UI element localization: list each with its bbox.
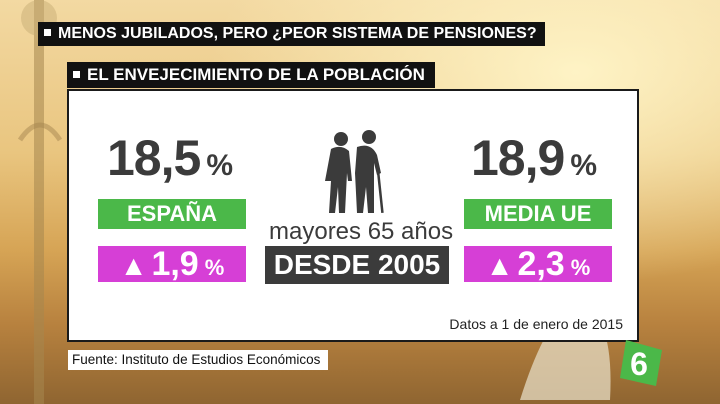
spain-value-unit: %	[206, 149, 234, 182]
triangle-up-icon: ▲	[119, 250, 148, 281]
eu-value: 18,9%	[471, 129, 597, 187]
eu-value-unit: %	[570, 149, 598, 182]
eu-change-badge: ▲ 2,3%	[464, 246, 612, 282]
period-badge: DESDE 2005	[265, 246, 449, 284]
spain-change-unit: %	[204, 255, 225, 280]
source-caption: Fuente: Instituto de Estudios Económicos	[68, 350, 329, 370]
eu-label: MEDIA UE	[484, 201, 592, 226]
eu-value-number: 18,9	[471, 130, 565, 186]
spain-label-badge: ESPAÑA	[98, 199, 246, 229]
spain-label: ESPAÑA	[126, 201, 218, 226]
spain-change-value: 1,9	[151, 245, 199, 283]
period-label: DESDE 2005	[273, 249, 441, 280]
elderly-couple-icon	[325, 130, 384, 213]
section-subheading: EL ENVEJECIMIENTO DE LA POBLACIÓN	[67, 62, 435, 88]
stats-card: 18,5% ESPAÑA ▲ 1,9% mayores 65 años DESDE…	[67, 89, 639, 342]
eu-change-unit: %	[570, 255, 591, 280]
headline-ticker: MENOS JUBILADOS, PERO ¿PEOR SISTEMA DE P…	[38, 22, 545, 46]
channel-logo: 6	[620, 340, 662, 386]
spain-value-number: 18,5	[107, 130, 201, 186]
age-group-label: mayores 65 años	[269, 218, 454, 245]
headline-text: MENOS JUBILADOS, PERO ¿PEOR SISTEMA DE P…	[58, 25, 537, 42]
data-date-footnote: Datos a 1 de enero de 2015	[449, 316, 623, 332]
eu-change-value: 2,3	[517, 245, 565, 283]
bullet-square-icon	[73, 71, 80, 79]
eu-label-badge: MEDIA UE	[464, 199, 612, 229]
spain-value: 18,5%	[107, 129, 233, 187]
triangle-up-icon: ▲	[485, 250, 514, 281]
subheading-text: EL ENVEJECIMIENTO DE LA POBLACIÓN	[87, 65, 425, 84]
bullet-square-icon	[44, 29, 51, 37]
spain-change-badge: ▲ 1,9%	[98, 246, 246, 282]
channel-logo-text: 6	[630, 346, 648, 382]
